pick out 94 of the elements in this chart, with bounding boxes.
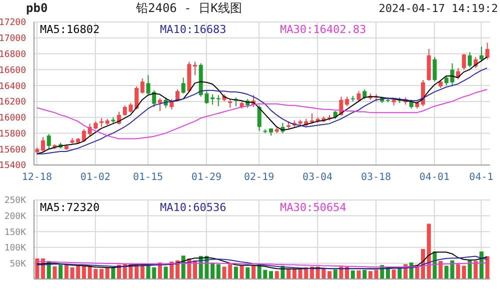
candlestick	[140, 78, 144, 94]
bar	[216, 264, 220, 279]
bar	[426, 224, 431, 279]
bar	[462, 266, 466, 279]
candlestick	[152, 90, 156, 108]
candlestick	[479, 46, 484, 62]
bar	[246, 267, 250, 279]
bar	[485, 256, 490, 279]
candlestick	[146, 74, 150, 95]
y-tick-label: 200K	[4, 212, 27, 222]
candlestick	[46, 134, 51, 150]
candlestick	[181, 77, 186, 94]
candlestick	[362, 89, 367, 100]
text: MA5:72320	[40, 201, 101, 214]
candlestick	[82, 128, 86, 142]
y-tick-label: 100K	[4, 244, 27, 254]
y-tick-label: 250K	[4, 196, 27, 206]
candlestick	[193, 61, 198, 76]
y-tick-label: 15800	[0, 129, 26, 140]
text: MA10:60536	[160, 201, 228, 214]
text: 2024-04-17 14:19:2	[378, 2, 499, 14]
candlestick	[257, 104, 262, 132]
bar	[438, 260, 443, 279]
x-tick-label: 01-29	[191, 172, 222, 184]
y-tick-label: 16000	[0, 114, 26, 124]
bar	[392, 270, 396, 279]
bar	[474, 260, 478, 279]
text: MA10:16683	[160, 23, 228, 36]
bar	[240, 266, 244, 279]
bar	[274, 271, 279, 279]
x-tick-label: 01-15	[132, 172, 164, 184]
y-tick-label: 16600	[0, 66, 26, 76]
candlestick	[41, 136, 46, 152]
bar	[456, 264, 460, 279]
bar	[58, 264, 63, 279]
candlestick	[210, 94, 215, 106]
bar	[111, 267, 116, 279]
text: MA5:16802	[40, 23, 101, 36]
bar	[105, 267, 110, 279]
line-series	[36, 256, 488, 270]
x-tick-label: 12-18	[22, 172, 52, 184]
x-tick-label: 03-18	[360, 172, 392, 184]
bar	[35, 258, 40, 279]
y-tick-label: 150K	[4, 228, 27, 238]
chart-subtitle: pb0	[25, 1, 49, 15]
candlestick	[345, 96, 350, 107]
candlestick	[158, 98, 162, 112]
bar	[269, 271, 274, 279]
candlestick	[175, 89, 180, 102]
line-series	[36, 89, 488, 140]
bar	[164, 266, 168, 279]
candlestick	[468, 52, 472, 68]
x-tick-label: 03-04	[302, 172, 333, 184]
bar	[99, 268, 104, 279]
bar	[228, 264, 232, 279]
y-tick-label: 16200	[0, 98, 26, 108]
y-tick-label: 16400	[0, 82, 26, 92]
x-tick-label: 04-1	[469, 172, 494, 184]
bar	[356, 270, 361, 279]
x-tick-label: 01-02	[80, 172, 110, 184]
bar	[152, 267, 156, 279]
bar	[222, 266, 226, 279]
y-tick-label: 17000	[0, 34, 26, 44]
bar	[210, 262, 215, 279]
text: MA30:50654	[280, 201, 348, 214]
candlestick	[134, 86, 139, 110]
bar	[333, 270, 338, 279]
chart-title: 铅2406 - 日K线图	[136, 0, 243, 16]
bar	[327, 271, 332, 279]
bar	[362, 270, 367, 279]
y-tick-label: 50K	[10, 259, 27, 270]
bar	[468, 260, 472, 279]
bar	[52, 266, 57, 279]
text: MA30:16402.83	[280, 23, 368, 36]
y-tick-label: 15400	[0, 161, 26, 172]
bar	[251, 266, 256, 279]
candlestick	[462, 53, 466, 70]
bar	[350, 270, 355, 279]
bar	[234, 266, 238, 279]
candlestick	[432, 56, 437, 82]
candlestick	[310, 112, 314, 124]
candlestick	[356, 90, 361, 102]
bar	[76, 266, 80, 279]
candlestick	[170, 98, 174, 110]
y-tick-label: 17200	[0, 18, 26, 28]
candlestick	[216, 94, 220, 107]
x-tick-label: 02-19	[244, 172, 274, 184]
x-tick-label: 04-01	[419, 172, 450, 184]
bar	[386, 268, 390, 279]
candlestick	[421, 79, 426, 107]
y-tick-label: 16800	[0, 50, 26, 60]
candlestick	[485, 42, 490, 60]
y-tick-label: 15600	[0, 145, 26, 156]
bar	[82, 266, 86, 279]
